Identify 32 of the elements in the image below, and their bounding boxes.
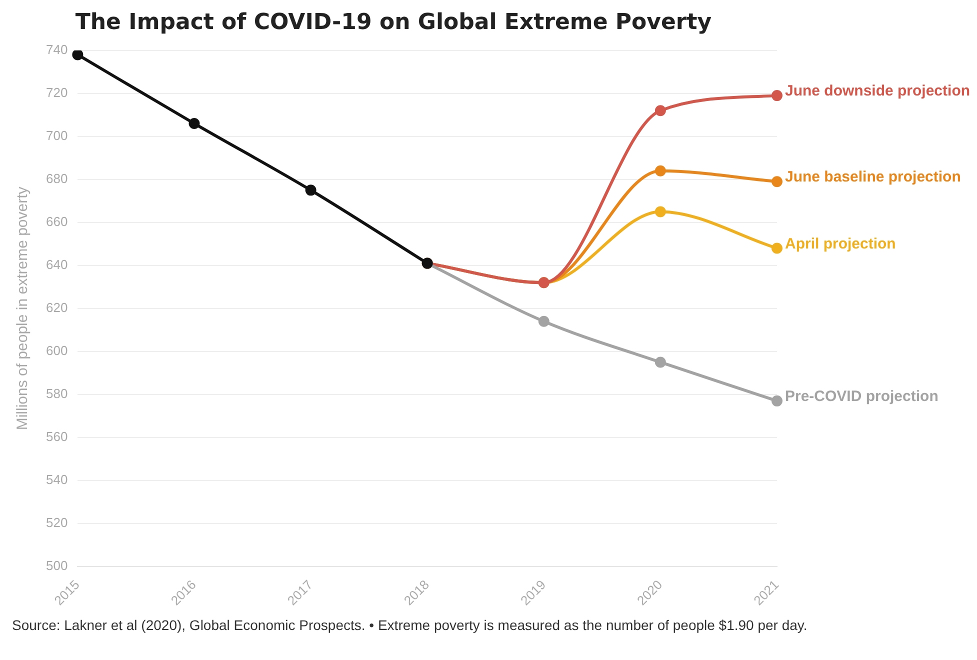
y-tick-label: 720	[46, 84, 68, 100]
y-tick-label: 500	[46, 558, 68, 574]
y-tick-label: 740	[46, 42, 68, 57]
y-tick-label: 620	[46, 300, 68, 316]
point	[772, 395, 782, 406]
y-tick-label: 560	[46, 429, 68, 444]
point	[72, 50, 84, 60]
series-label: Pre-COVID projection	[785, 388, 938, 406]
y-axis-title: Millions of people in extreme poverty	[14, 186, 32, 430]
y-tick-label: 580	[46, 386, 68, 402]
point	[188, 118, 200, 130]
series-label: June downside projection	[785, 82, 970, 100]
series-label: April projection	[785, 235, 896, 252]
point	[538, 316, 550, 327]
y-tick-label: 680	[46, 171, 68, 186]
y-tick-label: 700	[46, 128, 68, 143]
point	[654, 356, 666, 368]
y-tick-label: 520	[46, 515, 68, 530]
point	[772, 242, 782, 254]
point	[772, 90, 782, 102]
point	[654, 206, 666, 218]
point	[305, 184, 316, 196]
chart-title: The Impact of COVID-19 on Global Extreme Poverty	[75, 10, 712, 35]
y-tick-label: 640	[46, 257, 68, 272]
series-label: June baseline projection	[785, 168, 961, 186]
source-note: Source: Lakner et al (2020), Global Economic Prospects. • Extreme poverty is measured as the number of people $1.90 per day.	[12, 616, 808, 635]
point	[654, 105, 666, 116]
point	[772, 176, 782, 188]
point	[654, 165, 666, 176]
y-tick-label: 600	[46, 343, 68, 358]
y-tick-label: 540	[46, 472, 68, 488]
y-tick-label: 660	[46, 214, 68, 230]
